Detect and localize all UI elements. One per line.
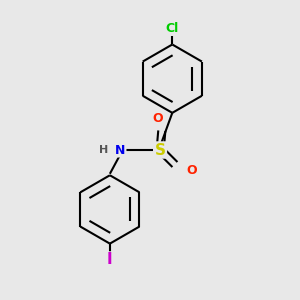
Text: Cl: Cl <box>166 22 179 34</box>
Text: I: I <box>107 253 113 268</box>
Text: H: H <box>99 145 109 155</box>
Text: O: O <box>186 164 197 177</box>
Text: O: O <box>152 112 163 125</box>
Text: S: S <box>155 142 166 158</box>
Text: N: N <box>115 143 125 157</box>
